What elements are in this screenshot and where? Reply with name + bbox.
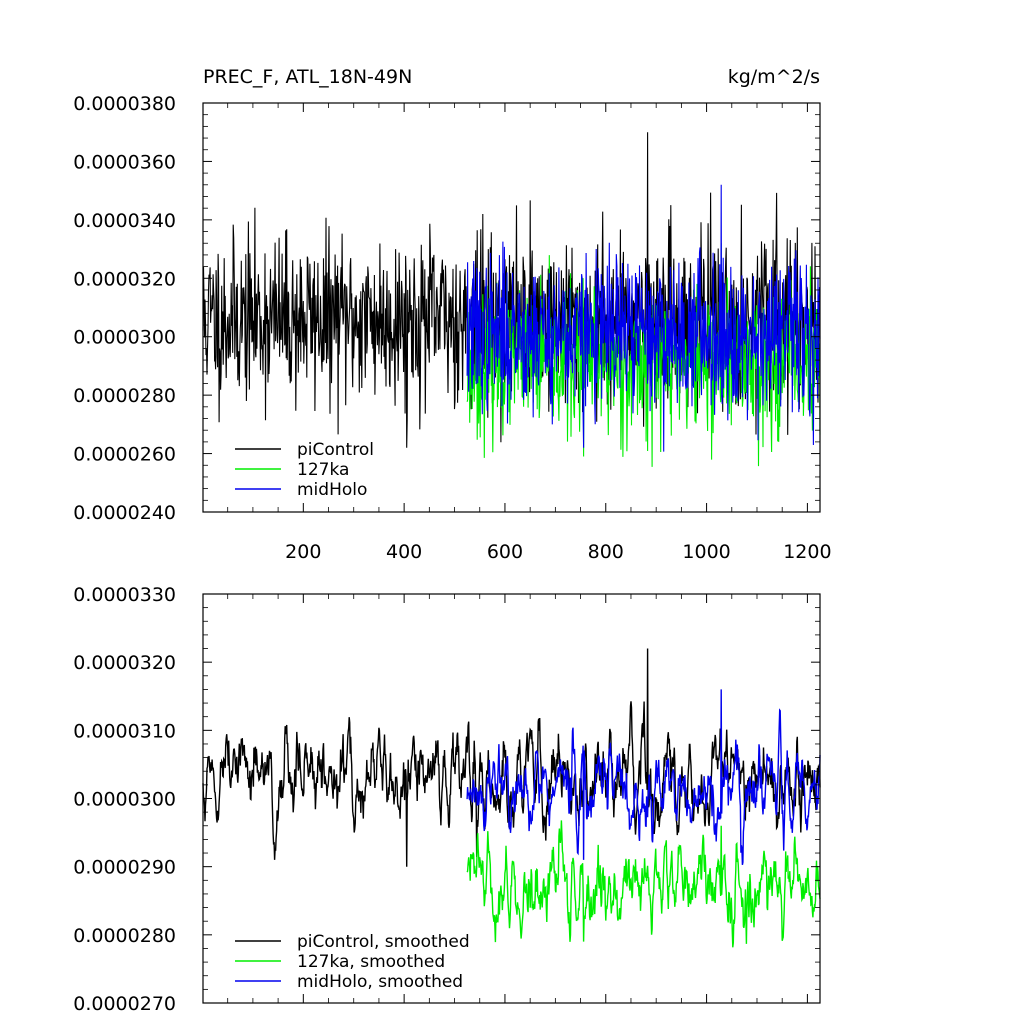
y-tick-label: 0.0000260	[73, 444, 176, 466]
y-tick-label: 0.0000300	[73, 327, 176, 349]
legend-label: midHolo	[297, 480, 367, 500]
y-tick-label: 0.0000270	[73, 993, 176, 1015]
legend-label: 127ka, smoothed	[297, 952, 445, 972]
y-tick-label: 0.0000310	[73, 720, 176, 742]
x-tick-label: 1200	[783, 541, 831, 563]
y-tick-label: 0.0000280	[73, 385, 176, 407]
top-axis-ticks: 0.0000240 0.0000260 0.0000280 0.0000300 0.00…	[73, 93, 831, 563]
x-tick-label: 1000	[682, 541, 730, 563]
legend-label: piControl	[297, 440, 374, 460]
series-line-3	[466, 184, 821, 452]
top-plot-frame	[202, 102, 821, 513]
x-tick-label: 400	[386, 541, 422, 563]
chart-title: PREC_F, ATL_18N-49N	[203, 66, 412, 88]
y-tick-label: 0.0000290	[73, 857, 176, 879]
x-tick-label: 800	[588, 541, 624, 563]
series-line-3	[466, 689, 821, 866]
x-tick-label: 200	[285, 541, 321, 563]
top-panel: PREC_F, ATL_18N-49N kg/m^2/s 0.00002400.…	[73, 66, 831, 563]
x-tick-label: 600	[487, 541, 523, 563]
bottom-axis-ticks: 0.0000270 0.0000280 0.0000290 0.0000300 0.00…	[73, 584, 820, 1015]
y-tick-label: 0.0000280	[73, 925, 176, 947]
y-tick-label: 0.0000320	[73, 268, 176, 290]
y-tick-label: 0.0000380	[73, 93, 176, 115]
legend-label: midHolo, smoothed	[297, 972, 463, 992]
legend-label: 127ka	[297, 460, 349, 480]
units-label: kg/m^2/s	[728, 66, 820, 88]
bottom-series-group	[202, 648, 821, 948]
top-series-group	[202, 132, 821, 467]
y-tick-label: 0.0000240	[73, 502, 176, 524]
y-tick-label: 0.0000320	[73, 652, 176, 674]
y-tick-label: 0.0000300	[73, 789, 176, 811]
y-tick-label: 0.0000360	[73, 151, 176, 173]
bottom-panel: 0.0000270 0.0000280 0.0000290 0.0000300 0.00…	[73, 584, 821, 1015]
legend-label: piControl, smoothed	[297, 932, 470, 952]
y-tick-label: 0.0000330	[73, 584, 176, 606]
series-line-2	[466, 820, 821, 948]
y-tick-label: 0.0000340	[73, 210, 176, 232]
